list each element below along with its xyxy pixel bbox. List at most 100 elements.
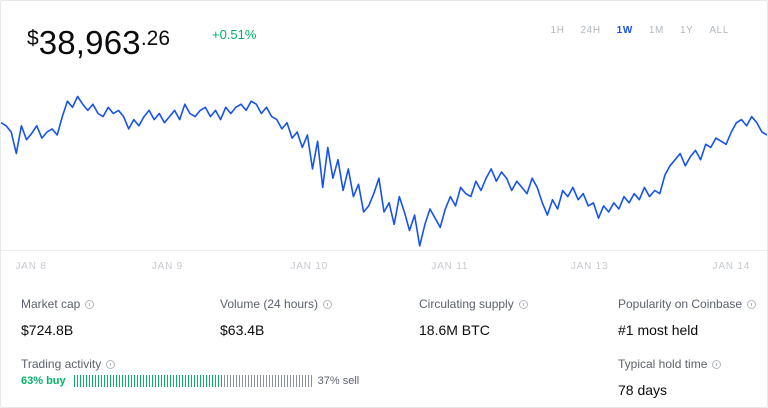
buy-tick (178, 375, 180, 387)
buy-tick (124, 375, 126, 387)
buy-tick (88, 375, 90, 387)
buy-tick (196, 375, 198, 387)
x-label: JAN 10 (290, 261, 329, 272)
sell-tick (289, 375, 291, 387)
buy-tick (118, 375, 120, 387)
sell-tick (232, 375, 234, 387)
info-icon[interactable] (712, 359, 722, 369)
x-label: JAN 9 (151, 261, 184, 272)
buy-tick (184, 375, 186, 387)
buy-tick (145, 375, 147, 387)
sell-tick (247, 375, 249, 387)
period-selector: 1H 24H 1W 1M 1Y ALL (543, 25, 737, 36)
buy-tick (187, 375, 189, 387)
price-integer: 38,963 (38, 24, 141, 61)
period-1w[interactable]: 1W (616, 25, 633, 36)
buy-tick (211, 375, 213, 387)
buy-tick (139, 375, 141, 387)
sell-tick (256, 375, 258, 387)
x-label: JAN 13 (570, 261, 609, 272)
sell-tick (223, 375, 225, 387)
buy-tick (121, 375, 123, 387)
sell-percent: 37% sell (317, 375, 360, 387)
buy-tick (190, 375, 192, 387)
chart-x-axis: JAN 8 JAN 9 JAN 10 JAN 11 JAN 13 JAN 14 (1, 261, 767, 275)
buy-tick (163, 375, 165, 387)
buy-tick (208, 375, 210, 387)
sell-tick (235, 375, 237, 387)
info-icon[interactable] (106, 359, 116, 369)
buy-tick (154, 375, 156, 387)
buy-tick (142, 375, 144, 387)
buy-tick (109, 375, 111, 387)
sell-tick (292, 375, 294, 387)
stat-circulating-supply: Circulating supply 18.6M BTC (419, 297, 528, 338)
buy-tick (217, 375, 219, 387)
buy-tick (175, 375, 177, 387)
info-icon[interactable] (85, 299, 95, 309)
stat-hold-time: Typical hold time 78 days (618, 357, 722, 398)
buy-tick (100, 375, 102, 387)
stat-label: Typical hold time (618, 357, 708, 371)
sell-tick (265, 375, 267, 387)
price-display: $ 38,963 .26 (27, 23, 170, 63)
buy-tick (172, 375, 174, 387)
price-change: +0.51% (212, 27, 257, 42)
sell-tick (226, 375, 228, 387)
stat-label: Market cap (21, 297, 81, 311)
buy-tick (106, 375, 108, 387)
stat-trading-activity: Trading activity (21, 357, 116, 371)
period-1y[interactable]: 1Y (679, 25, 694, 36)
stat-label: Volume (24 hours) (220, 297, 319, 311)
sell-tick (310, 375, 312, 387)
buy-tick (214, 375, 216, 387)
sell-tick (262, 375, 264, 387)
x-label: JAN 8 (15, 261, 47, 272)
buy-tick (166, 375, 168, 387)
sell-tick (253, 375, 255, 387)
sell-tick (307, 375, 309, 387)
period-1h[interactable]: 1H (550, 25, 565, 36)
sell-tick (238, 375, 240, 387)
stat-volume: Volume (24 hours) $63.4B (220, 297, 333, 338)
buy-tick (85, 375, 87, 387)
buy-tick (103, 375, 105, 387)
buy-tick (127, 375, 129, 387)
price-currency: $ (27, 27, 39, 50)
sell-tick (271, 375, 273, 387)
price-line (1, 95, 767, 247)
stat-value: 18.6M BTC (419, 322, 490, 338)
stat-label: Popularity on Coinbase (618, 297, 743, 311)
trading-activity-bar: 63% buy 37% sell (21, 375, 359, 387)
period-24h[interactable]: 24H (580, 25, 601, 36)
sell-tick (229, 375, 231, 387)
stat-popularity: Popularity on Coinbase #1 most held (618, 297, 757, 338)
sell-tick (283, 375, 285, 387)
buy-tick (205, 375, 207, 387)
buy-tick (181, 375, 183, 387)
x-label: JAN 14 (712, 261, 751, 272)
info-icon[interactable] (747, 299, 757, 309)
price-chart[interactable] (1, 89, 767, 255)
buy-tick (133, 375, 135, 387)
sell-tick (268, 375, 270, 387)
buy-tick (193, 375, 195, 387)
sell-tick (274, 375, 276, 387)
stat-market-cap: Market cap $724.8B (21, 297, 95, 338)
buy-tick (76, 375, 78, 387)
period-1m[interactable]: 1M (648, 25, 664, 36)
info-icon[interactable] (518, 299, 528, 309)
info-icon[interactable] (323, 299, 333, 309)
buy-tick (91, 375, 93, 387)
period-all[interactable]: ALL (709, 25, 729, 36)
sell-tick (250, 375, 252, 387)
buy-tick (79, 375, 81, 387)
buy-tick (73, 375, 75, 387)
sell-tick (244, 375, 246, 387)
stat-value: $724.8B (21, 322, 74, 338)
buy-tick (115, 375, 117, 387)
buy-tick (157, 375, 159, 387)
stat-value: 78 days (618, 382, 668, 398)
stat-value: $63.4B (220, 322, 265, 338)
